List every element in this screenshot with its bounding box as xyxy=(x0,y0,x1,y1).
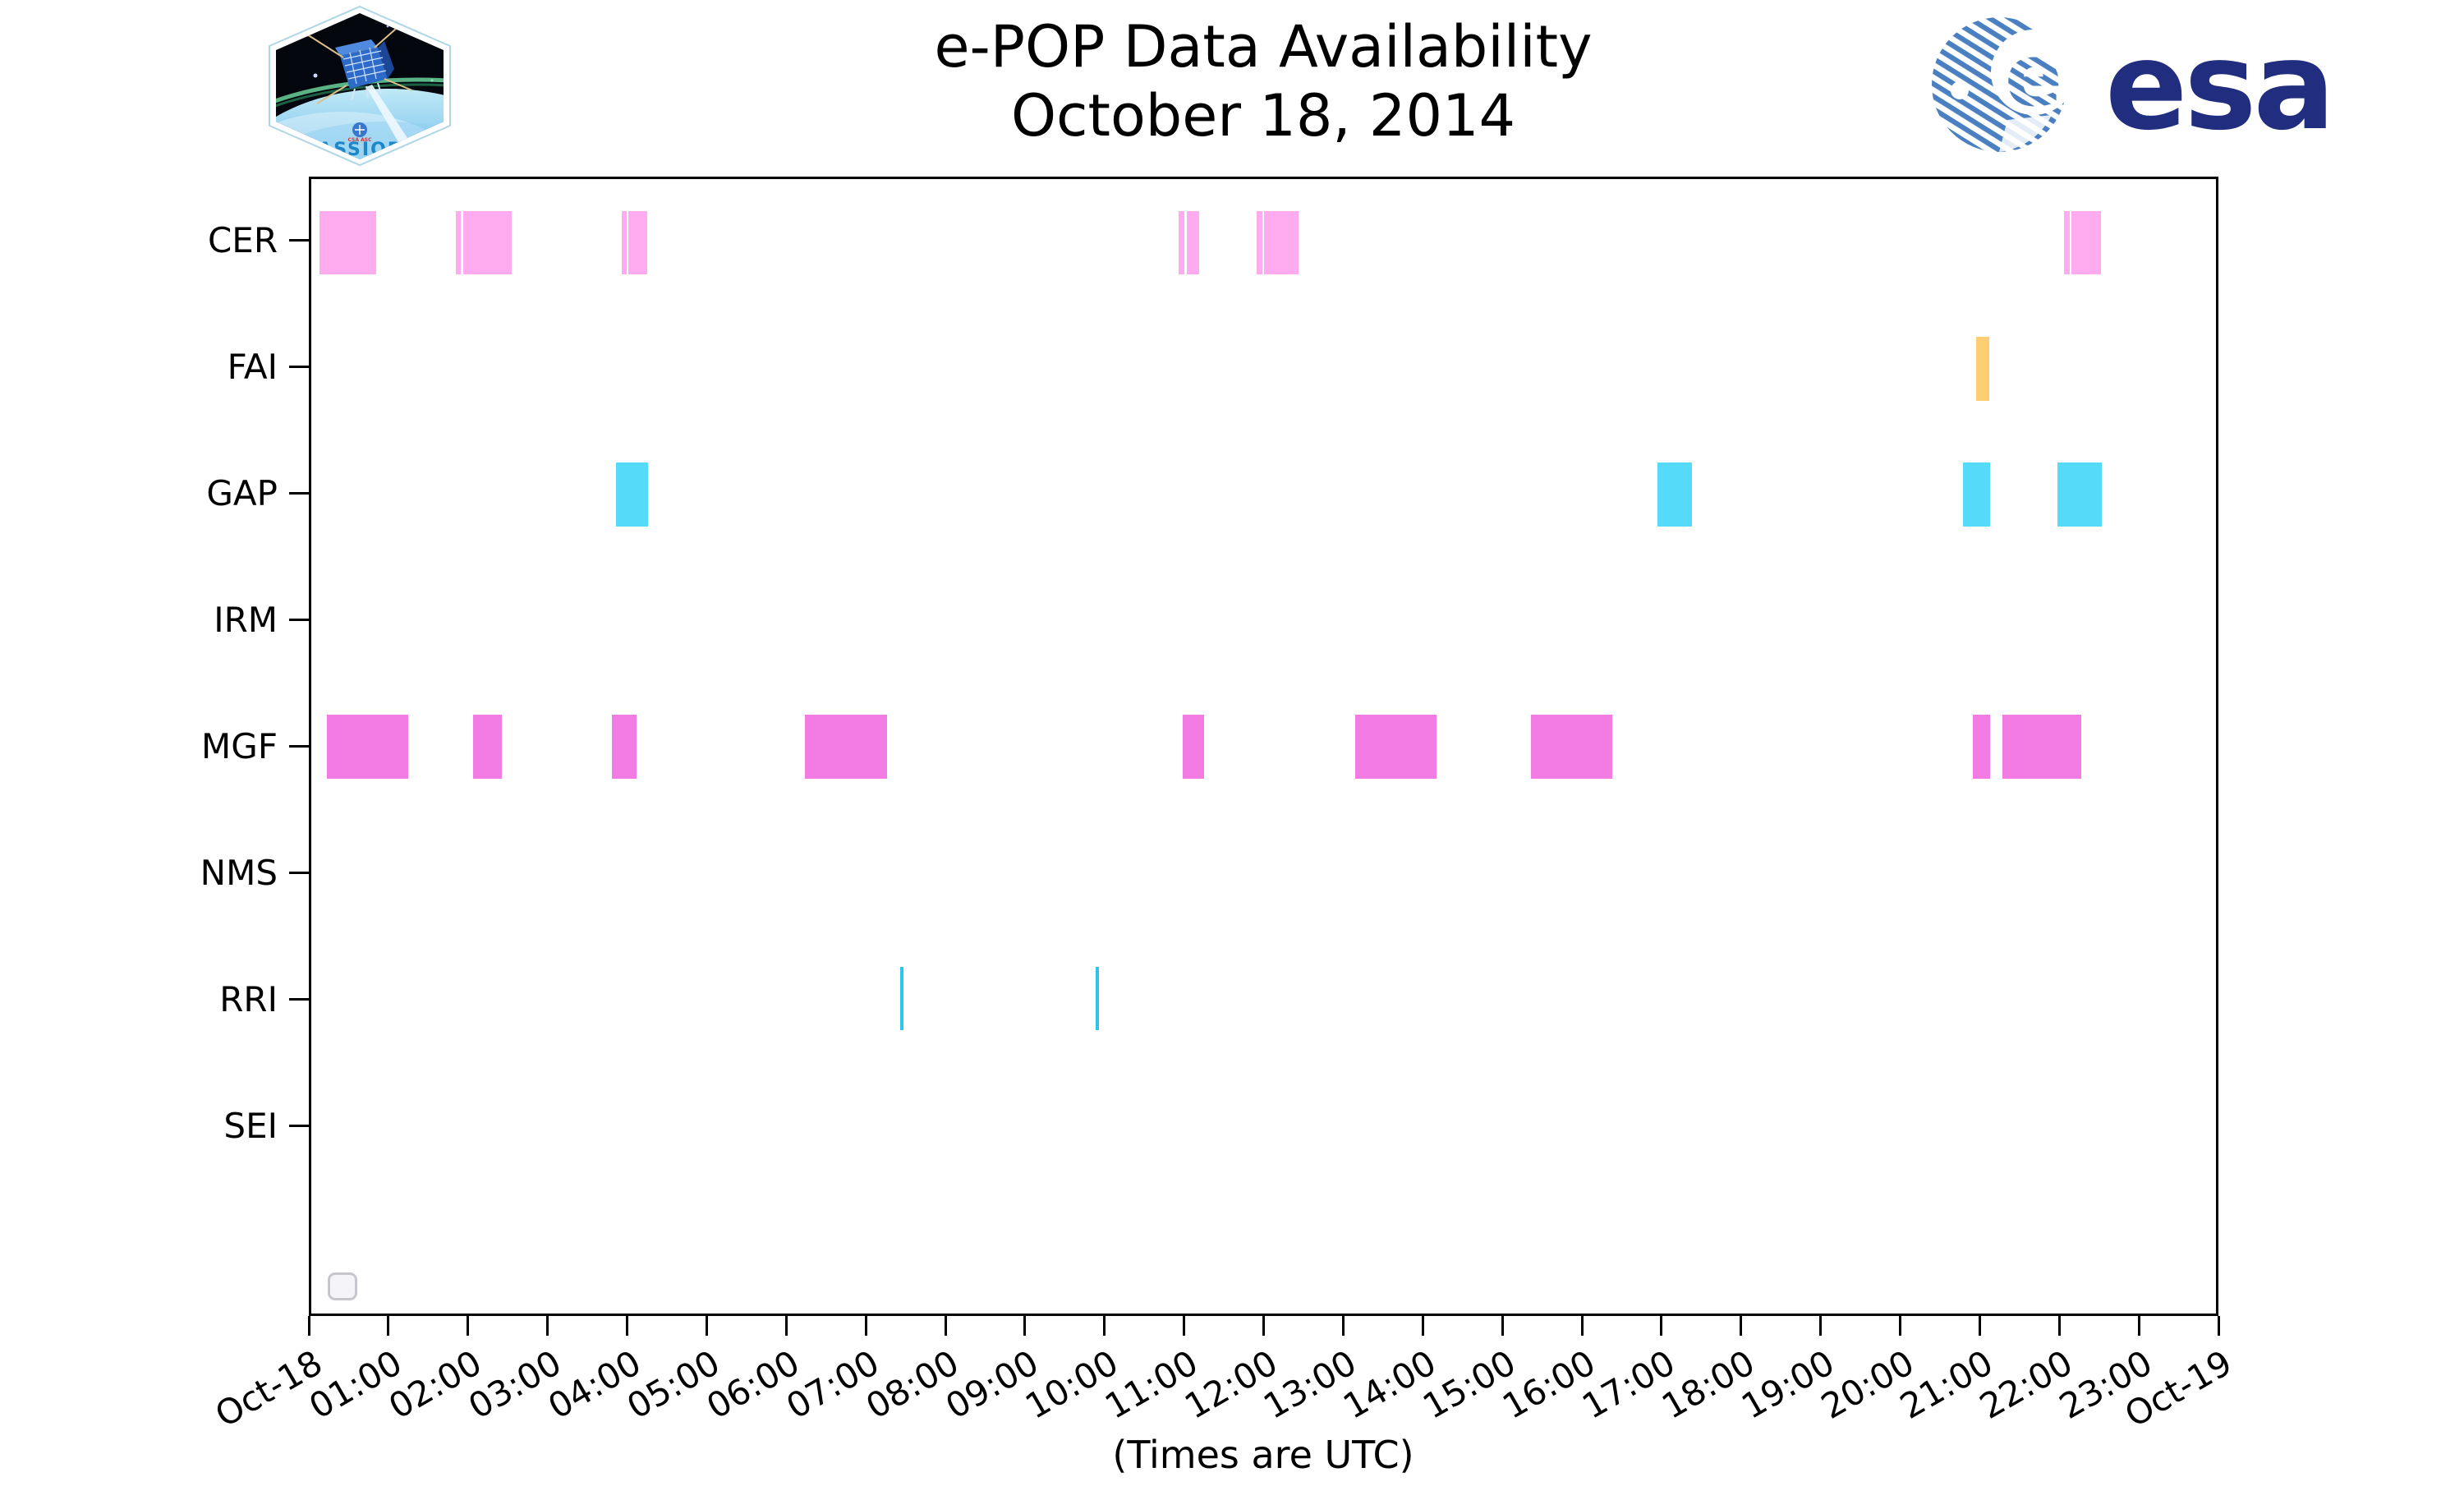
availability-bar-mgf xyxy=(2002,715,2082,779)
y-tick-mark xyxy=(289,492,309,495)
availability-bar-gap xyxy=(2057,462,2102,527)
x-tick-mark xyxy=(467,1316,470,1336)
legend-placeholder-box[interactable] xyxy=(328,1272,357,1300)
x-tick-mark xyxy=(864,1316,867,1336)
availability-bar-fai xyxy=(1975,337,1990,401)
x-axis-note: (Times are UTC) xyxy=(1112,1433,1414,1477)
availability-bar-rri xyxy=(1096,966,1100,1031)
y-tick-label-irm: IRM xyxy=(214,599,278,640)
svg-text:e: e xyxy=(2005,25,2063,126)
x-tick-mark xyxy=(705,1316,708,1336)
page-title: e-POP Data Availability xyxy=(934,13,1593,81)
x-tick-mark xyxy=(784,1316,788,1336)
availability-bar-mgf xyxy=(1182,715,1204,779)
x-tick-mark xyxy=(1023,1316,1027,1336)
availability-bar-cer xyxy=(2071,210,2101,275)
x-tick-mark xyxy=(944,1316,947,1336)
esa-logo: e esa xyxy=(1928,15,2388,157)
x-tick-mark xyxy=(307,1316,310,1336)
plot-area xyxy=(309,177,2218,1316)
availability-bar-mgf xyxy=(472,715,502,779)
availability-bar-cer xyxy=(1256,210,1262,275)
esa-logo-graphic: e esa xyxy=(1932,16,2335,157)
x-tick-mark xyxy=(626,1316,628,1336)
x-tick-mark xyxy=(1899,1316,1901,1336)
x-tick-mark xyxy=(1262,1316,1265,1336)
availability-bar-cer xyxy=(627,210,647,275)
y-tick-mark xyxy=(289,745,309,748)
esa-wordmark: esa xyxy=(2105,16,2332,154)
x-tick-mark xyxy=(1740,1316,1743,1336)
y-tick-label-rri: RRI xyxy=(219,978,278,1019)
x-tick-mark xyxy=(1501,1316,1504,1336)
availability-bar-gap xyxy=(616,462,648,527)
x-tick-mark xyxy=(1660,1316,1663,1336)
availability-bar-mgf xyxy=(612,715,637,779)
availability-bar-cer xyxy=(463,210,513,275)
y-tick-mark xyxy=(289,872,309,875)
availability-bar-mgf xyxy=(804,715,888,779)
y-tick-mark xyxy=(289,239,309,242)
x-tick-mark xyxy=(1183,1316,1186,1336)
availability-bar-mgf xyxy=(1355,715,1437,779)
availability-bar-cer xyxy=(456,210,462,275)
availability-bar-cer xyxy=(1263,210,1299,275)
availability-bar-cer xyxy=(319,210,377,275)
x-tick-mark xyxy=(1819,1316,1823,1336)
availability-bar-cer xyxy=(1186,210,1200,275)
x-tick-mark xyxy=(387,1316,390,1336)
y-tick-mark xyxy=(289,1125,309,1128)
x-tick-mark xyxy=(1421,1316,1424,1336)
satellite-icon xyxy=(305,21,413,104)
availability-bar-gap xyxy=(1657,462,1692,527)
availability-bar-cer xyxy=(1178,210,1184,275)
y-tick-label-mgf: MGF xyxy=(201,725,278,766)
x-tick-mark xyxy=(2217,1316,2220,1336)
y-tick-label-fai: FAI xyxy=(227,346,278,387)
availability-bar-mgf xyxy=(327,715,409,779)
availability-bar-cer xyxy=(2064,210,2070,275)
x-tick-mark xyxy=(1580,1316,1584,1336)
availability-bar-cer xyxy=(621,210,627,275)
y-tick-mark xyxy=(289,998,309,1001)
x-tick-mark xyxy=(546,1316,549,1336)
esa-globe-icon: e xyxy=(1932,17,2076,152)
y-tick-label-cer: CER xyxy=(207,219,278,260)
cassiope-mission-patch: CSA ASC CASSIOPE xyxy=(264,5,455,168)
y-tick-label-sei: SEI xyxy=(223,1105,278,1146)
cassiope-patch-graphic: CSA ASC CASSIOPE xyxy=(269,5,451,167)
y-tick-label-gap: GAP xyxy=(206,472,278,513)
availability-bar-mgf xyxy=(1972,715,1991,779)
availability-bar-mgf xyxy=(1531,715,1612,779)
svg-text:CSA ASC: CSA ASC xyxy=(348,137,373,143)
y-tick-mark xyxy=(289,619,309,622)
availability-bar-gap xyxy=(1963,462,1991,527)
y-tick-mark xyxy=(289,366,309,369)
availability-bar-rri xyxy=(899,966,903,1031)
y-tick-label-nms: NMS xyxy=(200,852,278,893)
x-tick-mark xyxy=(1978,1316,1981,1336)
x-tick-mark xyxy=(1103,1316,1106,1336)
chart-title-block: e-POP Data Availability October 18, 2014 xyxy=(934,12,1592,150)
page-subtitle: October 18, 2014 xyxy=(1010,82,1516,150)
x-tick-mark xyxy=(2057,1316,2061,1336)
x-tick-mark xyxy=(2137,1316,2140,1336)
x-tick-mark xyxy=(1341,1316,1345,1336)
